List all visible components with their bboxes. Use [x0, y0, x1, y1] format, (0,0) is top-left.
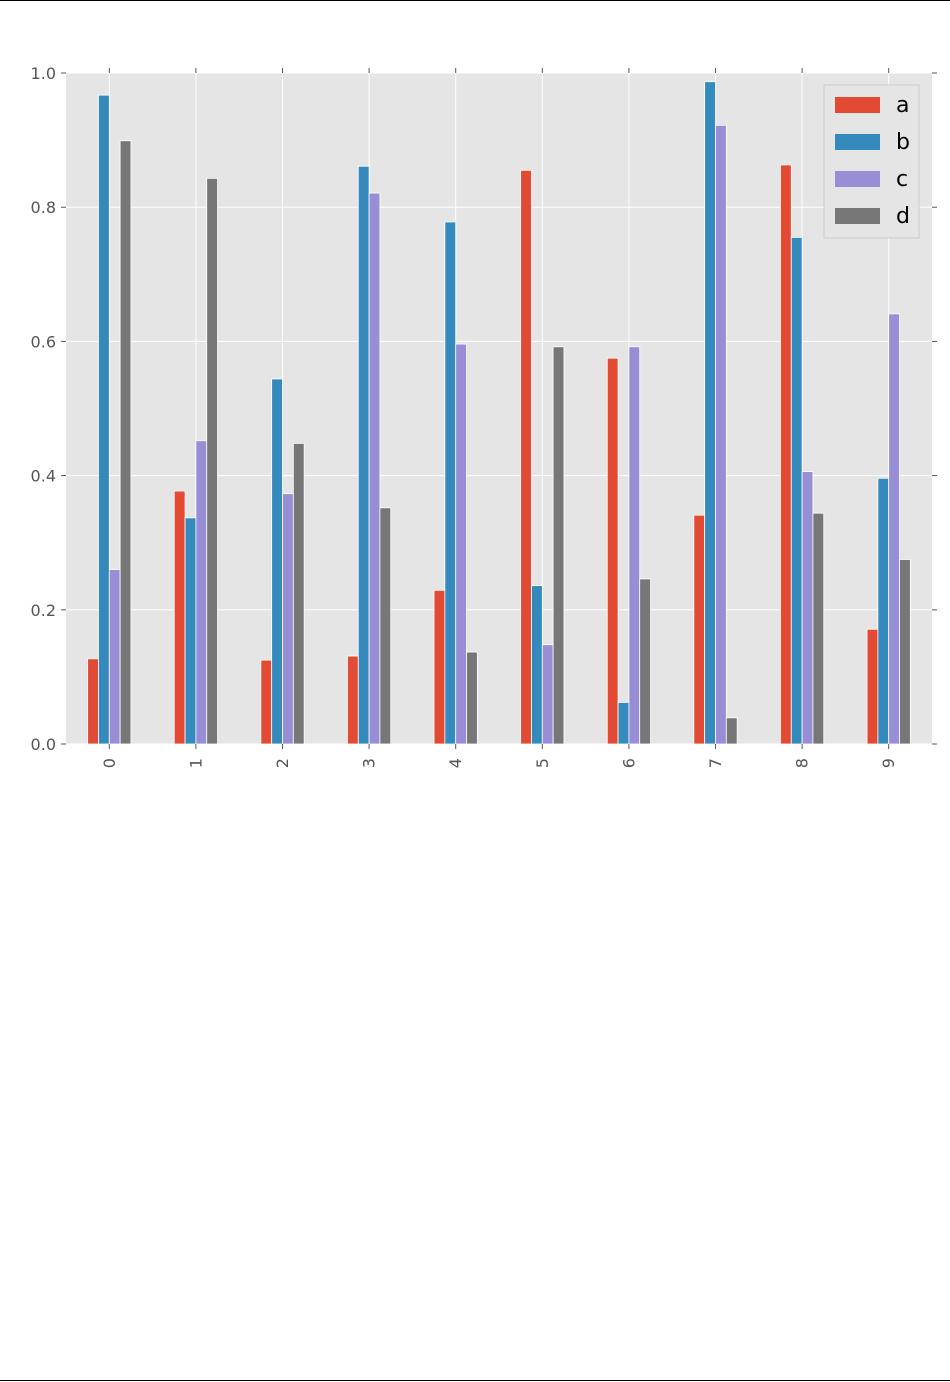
bar-a-5 — [520, 169, 532, 745]
y-tick-label: 0.4 — [31, 467, 56, 486]
legend-swatch-d — [835, 208, 880, 224]
bar-b-3 — [357, 165, 370, 745]
bar-b-9 — [877, 477, 890, 745]
bar-b-5 — [531, 585, 543, 745]
legend-label-a: a — [896, 93, 909, 118]
legend-label-c: c — [896, 167, 908, 192]
y-axis-tick-labels: 0.0 0.2 0.4 0.6 0.8 1.0 — [31, 64, 56, 754]
bar-a-0 — [87, 658, 99, 745]
bar-d-8 — [812, 512, 825, 745]
x-tick-label: 4 — [446, 758, 465, 768]
legend-swatch-b — [835, 134, 880, 150]
x-tick-label: 5 — [533, 758, 552, 768]
page-top-rule — [0, 0, 950, 1]
bar-d-6 — [639, 578, 651, 745]
legend-swatch-a — [835, 97, 880, 113]
bar-c-1 — [195, 440, 208, 745]
legend-label-b: b — [896, 130, 910, 155]
legend-label-d: d — [896, 204, 910, 229]
bar-a-4 — [433, 589, 446, 745]
bar-c-0 — [108, 569, 121, 745]
bar-c-5 — [541, 644, 554, 745]
bar-d-0 — [119, 140, 132, 745]
x-tick-label: 0 — [100, 758, 119, 768]
x-tick-label: 1 — [186, 758, 205, 768]
bar-b-1 — [184, 517, 197, 745]
legend-swatch-c — [835, 171, 880, 187]
y-tick-label: 0.6 — [31, 332, 56, 351]
bar-b-4 — [444, 221, 457, 745]
bar-b-7 — [704, 81, 716, 745]
x-tick-label: 9 — [879, 758, 898, 768]
x-axis-tick-labels: 0 1 2 3 4 5 6 7 8 9 — [100, 758, 898, 768]
bar-a-6 — [606, 357, 619, 745]
bar-c-7 — [715, 124, 727, 745]
bar-c-2 — [282, 493, 294, 745]
x-tick-label: 3 — [360, 758, 379, 768]
y-tick-label: 0.0 — [31, 735, 56, 754]
x-tick-label: 8 — [793, 758, 812, 768]
y-tick-label: 0.8 — [31, 198, 56, 217]
bar-d-2 — [292, 442, 305, 745]
bar-b-2 — [271, 378, 283, 745]
bar-d-4 — [466, 651, 478, 745]
bar-a-8 — [780, 164, 792, 745]
bar-c-3 — [368, 192, 381, 745]
bar-c-9 — [888, 313, 900, 745]
bar-d-1 — [206, 177, 218, 745]
bar-c-8 — [801, 471, 814, 745]
bar-a-2 — [260, 659, 273, 745]
bar-a-9 — [866, 628, 879, 745]
bar-a-1 — [173, 490, 186, 745]
bar-b-6 — [617, 701, 630, 745]
bar-d-3 — [379, 507, 392, 745]
bar-d-7 — [725, 717, 738, 745]
bar-a-3 — [347, 655, 359, 745]
page-bottom-rule — [0, 1380, 950, 1381]
bar-c-4 — [455, 343, 467, 745]
bar-d-9 — [899, 559, 911, 745]
x-tick-label: 7 — [706, 758, 725, 768]
x-tick-label: 2 — [273, 758, 292, 768]
bar-d-5 — [552, 346, 565, 745]
y-tick-label: 1.0 — [31, 64, 56, 83]
bar-a-7 — [693, 514, 706, 745]
y-tick-label: 0.2 — [31, 601, 56, 620]
bar-b-8 — [790, 236, 803, 745]
bars — [87, 81, 911, 745]
axis-ticks — [61, 68, 937, 749]
x-tick-label: 6 — [619, 758, 638, 768]
bar-c-6 — [628, 346, 641, 745]
bar-b-0 — [98, 94, 110, 745]
